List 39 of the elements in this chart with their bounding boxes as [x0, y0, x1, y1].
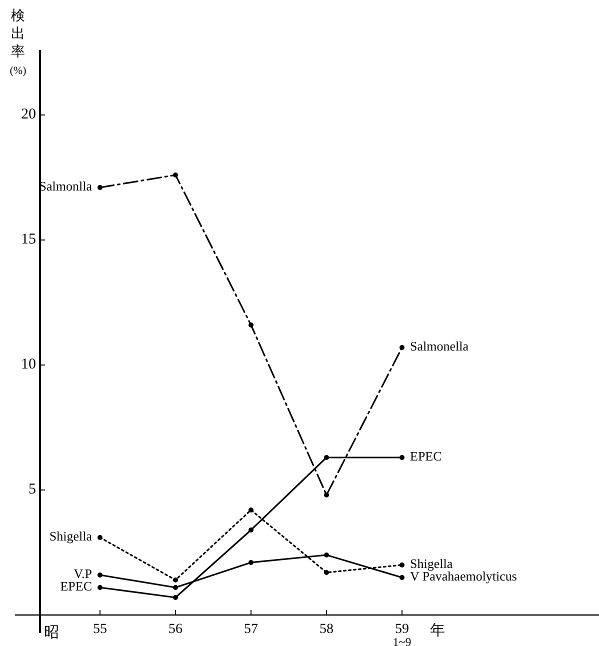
x-tick-label: 58 — [320, 622, 334, 637]
y-tick-label: 10 — [21, 356, 36, 372]
text: 昭 — [44, 625, 59, 641]
point — [248, 560, 254, 565]
x-tick-label: 56 — [168, 622, 182, 637]
series-label: Salmonella — [410, 338, 469, 354]
point — [400, 575, 404, 580]
y-tick-label: 15 — [21, 231, 36, 248]
point — [400, 345, 404, 350]
annotation: EPEC — [60, 578, 92, 594]
point — [324, 492, 329, 498]
y-tick-label: 20 — [21, 106, 36, 122]
point — [173, 585, 178, 590]
point — [173, 595, 178, 600]
point — [98, 572, 102, 578]
annotation: Shigella — [49, 528, 92, 544]
y-tick-label: 5 — [28, 481, 36, 498]
point — [400, 562, 404, 568]
y-axis-title: 検出率 (%) — [10, 8, 27, 77]
point — [98, 535, 102, 540]
annotation: V.P — [74, 566, 92, 581]
point — [324, 552, 329, 558]
x-tick-label: 59 1~9 — [392, 622, 412, 646]
point — [248, 322, 254, 328]
series-label: EPEC — [410, 448, 442, 464]
series-label: Shigella — [410, 556, 453, 571]
point — [324, 570, 329, 575]
annotation: Salmonlla — [39, 178, 92, 194]
x-axis-title: 年 — [430, 622, 445, 639]
point — [248, 508, 254, 512]
point — [400, 455, 404, 460]
point — [98, 185, 102, 190]
point — [98, 585, 102, 590]
x-tick-label: 57 — [244, 622, 258, 637]
point — [324, 455, 329, 460]
point — [248, 528, 254, 532]
point — [173, 578, 178, 582]
x-tick-label: 55 — [93, 622, 107, 637]
point — [173, 172, 178, 178]
